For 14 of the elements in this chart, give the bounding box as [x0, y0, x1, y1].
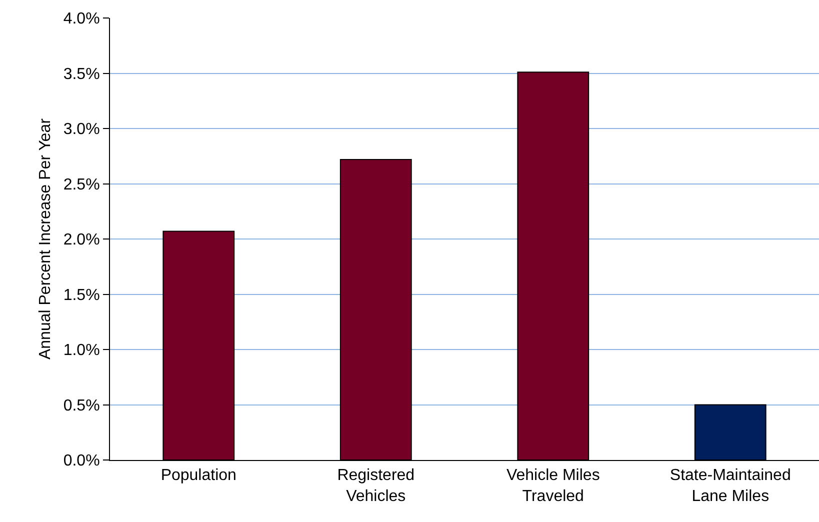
x-tick-label: Registered Vehicles: [337, 467, 415, 505]
y-tick-label: 0.5%: [63, 397, 100, 414]
y-tick-label: 0.0%: [63, 452, 100, 470]
y-tick-label: 2.5%: [63, 176, 100, 194]
y-axis-title: Annual Percent Increase Per Year: [37, 118, 54, 360]
y-tick-label: 1.0%: [63, 342, 100, 360]
x-tick-label: State-Maintained Lane Miles: [670, 467, 791, 505]
y-tick-label: 3.5%: [63, 66, 100, 83]
y-tick-label: 1.5%: [63, 286, 100, 304]
y-tick-label: 4.0%: [63, 10, 100, 28]
y-tick-label: 3.0%: [63, 121, 100, 138]
x-tick-label: Vehicle Miles Traveled: [506, 467, 600, 505]
x-tick-label: Population: [160, 467, 236, 484]
y-tick-label: 2.0%: [63, 232, 100, 249]
